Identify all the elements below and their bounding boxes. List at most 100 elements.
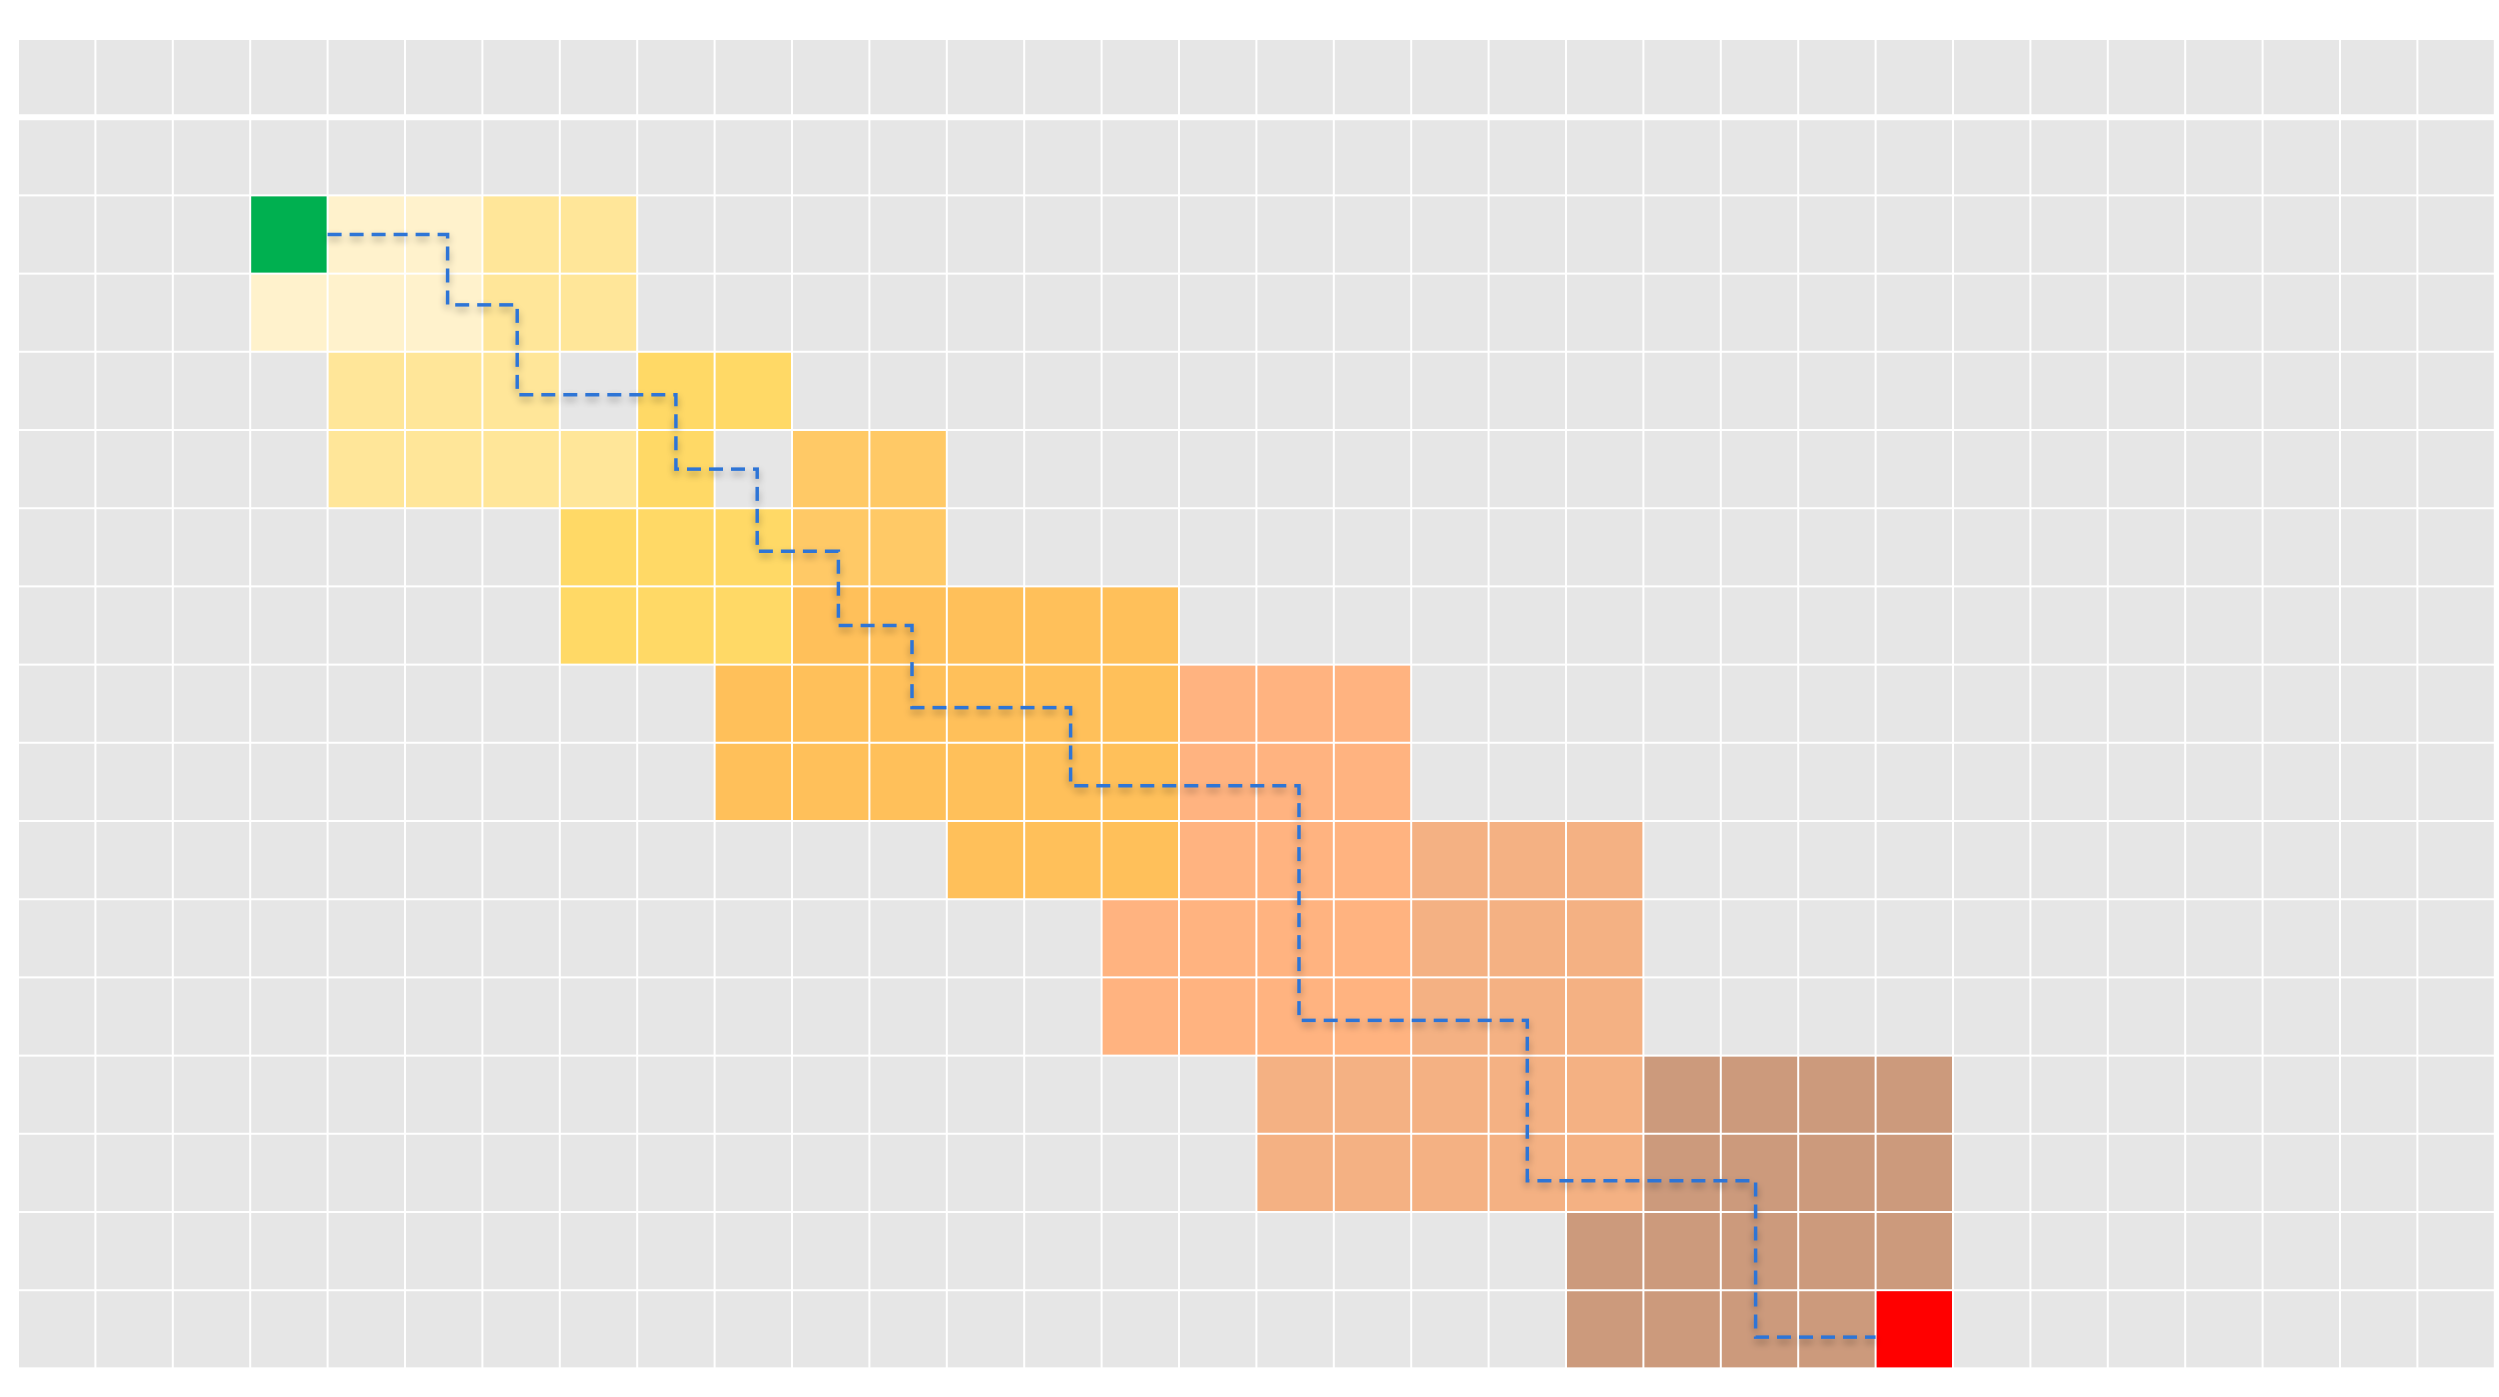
region-5-cell bbox=[1101, 664, 1179, 743]
region-3-cell bbox=[637, 586, 715, 665]
region-6-cell bbox=[1256, 664, 1334, 743]
region-5-cell bbox=[869, 742, 947, 821]
region-7-cell bbox=[1566, 1133, 1644, 1212]
region-4-cell bbox=[792, 508, 870, 587]
region-7-cell bbox=[1256, 1055, 1334, 1134]
region-2-cell bbox=[482, 273, 560, 352]
region-7-cell bbox=[1333, 1133, 1412, 1212]
region-5-cell bbox=[1024, 586, 1102, 665]
region-5-cell bbox=[1024, 742, 1102, 821]
region-8-cell bbox=[1798, 1290, 1876, 1369]
region-7-cell bbox=[1411, 1133, 1489, 1212]
region-7-cell bbox=[1411, 821, 1489, 900]
region-6-cell bbox=[1179, 821, 1257, 900]
region-7-cell bbox=[1411, 1055, 1489, 1134]
region-2-cell bbox=[482, 351, 560, 430]
region-7-cell bbox=[1566, 821, 1644, 900]
region-8-cell bbox=[1798, 1133, 1876, 1212]
region-7-cell bbox=[1566, 899, 1644, 978]
region-7-cell bbox=[1488, 899, 1566, 978]
region-3-cell bbox=[714, 351, 792, 430]
region-7-cell bbox=[1333, 1055, 1412, 1134]
region-6-cell bbox=[1256, 899, 1334, 978]
region-1-cell bbox=[405, 273, 483, 352]
region-8-cell bbox=[1875, 1212, 1953, 1291]
region-1-cell bbox=[250, 273, 328, 352]
region-7-cell bbox=[1256, 1133, 1334, 1212]
region-7-cell bbox=[1411, 899, 1489, 978]
region-7-cell bbox=[1488, 821, 1566, 900]
region-8-cell bbox=[1798, 1212, 1876, 1291]
region-8-cell bbox=[1643, 1055, 1721, 1134]
region-2-cell bbox=[559, 273, 638, 352]
region-8-cell bbox=[1875, 1133, 1953, 1212]
region-6-cell bbox=[1101, 977, 1179, 1056]
goal-cell bbox=[1876, 1291, 1952, 1368]
region-7-cell bbox=[1566, 1055, 1644, 1134]
region-5-cell bbox=[792, 586, 870, 665]
region-8-cell bbox=[1643, 1133, 1721, 1212]
region-3-cell bbox=[559, 586, 638, 665]
region-8-cell bbox=[1720, 1290, 1799, 1369]
region-5-cell bbox=[1101, 742, 1179, 821]
region-5-cell bbox=[1101, 586, 1179, 665]
region-8-cell bbox=[1798, 1055, 1876, 1134]
region-3-cell bbox=[559, 508, 638, 587]
region-6-cell bbox=[1256, 742, 1334, 821]
region-4-cell bbox=[869, 430, 947, 509]
region-6-cell bbox=[1101, 899, 1179, 978]
grid-lines bbox=[17, 38, 2496, 1370]
region-8-cell bbox=[1720, 1212, 1799, 1291]
region-8-cell bbox=[1875, 1055, 1953, 1134]
region-6-cell bbox=[1179, 899, 1257, 978]
region-6-cell bbox=[1256, 821, 1334, 900]
region-5-cell bbox=[1101, 821, 1179, 900]
region-5-cell bbox=[946, 586, 1025, 665]
region-2-cell bbox=[482, 195, 560, 274]
region-5-cell bbox=[792, 742, 870, 821]
region-6-cell bbox=[1333, 742, 1412, 821]
region-2-cell bbox=[327, 430, 405, 509]
endpoint-cells bbox=[251, 196, 1952, 1368]
region-3-cell bbox=[714, 508, 792, 587]
region-7-cell bbox=[1566, 977, 1644, 1056]
region-5-cell bbox=[946, 664, 1025, 743]
region-5-cell bbox=[714, 664, 792, 743]
region-6-cell bbox=[1179, 664, 1257, 743]
region-8-cell bbox=[1643, 1290, 1721, 1369]
region-6-cell bbox=[1179, 977, 1257, 1056]
region-7-cell bbox=[1411, 977, 1489, 1056]
region-6-cell bbox=[1179, 742, 1257, 821]
region-5-cell bbox=[1024, 664, 1102, 743]
region-5-cell bbox=[946, 742, 1025, 821]
region-2-cell bbox=[559, 430, 638, 509]
region-3-cell bbox=[714, 586, 792, 665]
region-5-cell bbox=[1024, 821, 1102, 900]
region-6-cell bbox=[1256, 977, 1334, 1056]
region-6-cell bbox=[1333, 899, 1412, 978]
region-3-cell bbox=[637, 508, 715, 587]
region-5-cell bbox=[714, 742, 792, 821]
region-2-cell bbox=[482, 430, 560, 509]
region-6-cell bbox=[1333, 977, 1412, 1056]
region-8-cell bbox=[1643, 1212, 1721, 1291]
region-2-cell bbox=[327, 351, 405, 430]
region-2-cell bbox=[559, 195, 638, 274]
region-5-cell bbox=[792, 664, 870, 743]
region-8-cell bbox=[1720, 1055, 1799, 1134]
region-5-cell bbox=[869, 664, 947, 743]
region-4-cell bbox=[869, 508, 947, 587]
region-1-cell bbox=[327, 273, 405, 352]
region-6-cell bbox=[1333, 664, 1412, 743]
region-8-cell bbox=[1566, 1212, 1644, 1291]
region-2-cell bbox=[405, 430, 483, 509]
region-5-cell bbox=[946, 821, 1025, 900]
start-cell bbox=[251, 196, 327, 273]
region-8-cell bbox=[1566, 1290, 1644, 1369]
region-8-cell bbox=[1720, 1133, 1799, 1212]
region-6-cell bbox=[1333, 821, 1412, 900]
region-2-cell bbox=[405, 351, 483, 430]
region-4-cell bbox=[792, 430, 870, 509]
